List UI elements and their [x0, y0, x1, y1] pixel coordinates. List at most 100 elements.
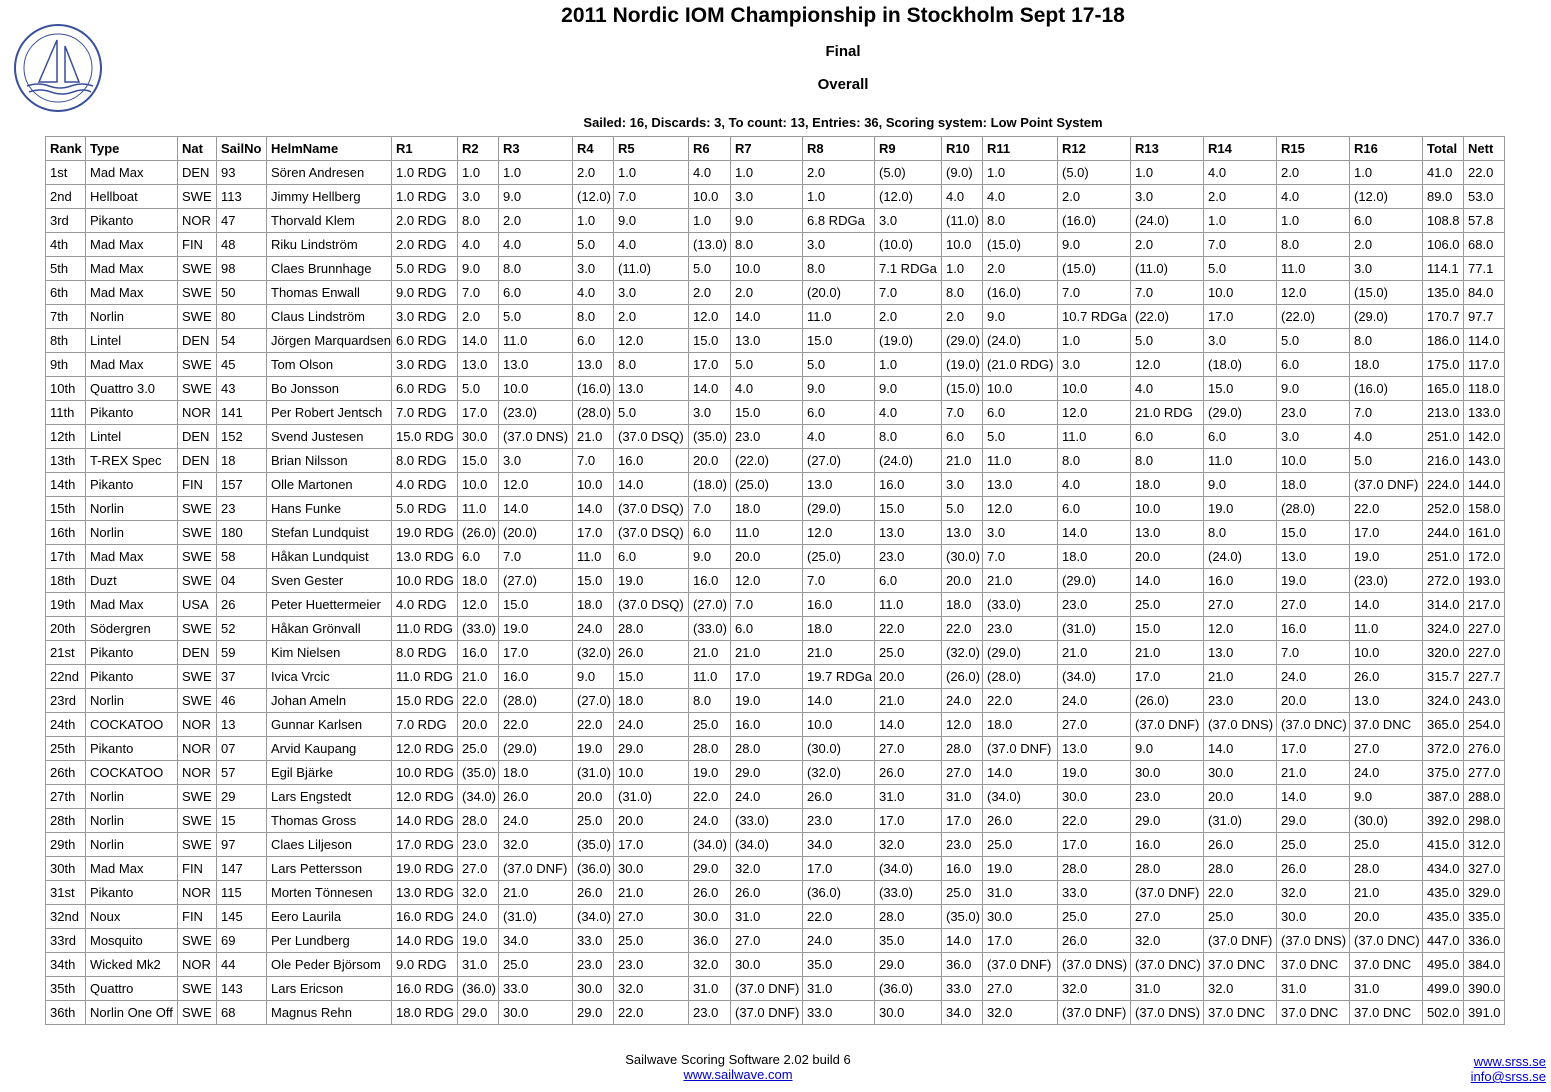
cell: 33.0 [1057, 880, 1131, 905]
cell: 4th [45, 232, 86, 257]
cell: (34.0) [572, 904, 614, 929]
cell: SWE [177, 976, 217, 1001]
cell: Quattro 3.0 [85, 376, 178, 401]
cell: 314.0 [1422, 592, 1464, 617]
cell: 14.0 [802, 688, 875, 713]
club-logo [14, 24, 102, 112]
cell: (37.0 DSQ) [613, 592, 689, 617]
cell: 30th [45, 856, 86, 881]
result-row: 5th Mad Max SWE 98 Claes Brunnhage 5.0 RDG 9.0… [45, 256, 1505, 281]
cell: 2.0 [613, 304, 689, 329]
cell: 2.0 [457, 304, 499, 329]
cell: 34.0 [498, 928, 573, 953]
cell: 22.0 [802, 904, 875, 929]
cell: Per Lundberg [266, 928, 392, 953]
cell: Mad Max [85, 232, 178, 257]
cell: 7.0 [1203, 232, 1277, 257]
cell: Thomas Enwall [266, 280, 392, 305]
cell: 20.0 [572, 784, 614, 809]
cell: (25.0) [730, 472, 803, 497]
cell: 2.0 [1057, 184, 1131, 209]
cell: (37.0 DNF) [1130, 880, 1204, 905]
cell: 1.0 [874, 352, 942, 377]
cell: 10.0 RDG [391, 760, 458, 785]
cell: 27th [45, 784, 86, 809]
result-row: 21st Pikanto DEN 59 Kim Nielsen 8.0 RDG 16.0 17… [45, 640, 1505, 665]
cell: (22.0) [730, 448, 803, 473]
cell: (31.0) [498, 904, 573, 929]
cell: 7.0 [730, 592, 803, 617]
cell: 30.0 [688, 904, 731, 929]
cell: 33.0 [941, 976, 983, 1001]
cell: 11.0 [1203, 448, 1277, 473]
cell: (31.0) [613, 784, 689, 809]
cell: DEN [177, 640, 217, 665]
cell: (37.0 DNF) [1057, 1000, 1131, 1025]
cell: 172.0 [1463, 544, 1505, 569]
email-link[interactable]: info@srss.se [1470, 1069, 1546, 1084]
cell: COCKATOO [85, 712, 178, 737]
cell: (24.0) [982, 328, 1058, 353]
cell: Sören Andresen [266, 160, 392, 185]
cell: SWE [177, 928, 217, 953]
cell: (12.0) [874, 184, 942, 209]
cell: 298.0 [1463, 808, 1505, 833]
cell: SWE [177, 280, 217, 305]
cell: 7.0 [457, 280, 499, 305]
cell: Pikanto [85, 880, 178, 905]
cell: 21.0 [613, 880, 689, 905]
cell: (26.0) [457, 520, 499, 545]
cell: 10.0 [498, 376, 573, 401]
cell: 28.0 [941, 736, 983, 761]
cell: 15.0 [457, 448, 499, 473]
cell: 1.0 [613, 160, 689, 185]
cell: 12.0 [498, 472, 573, 497]
cell: (32.0) [802, 760, 875, 785]
cell: 10.0 [1130, 496, 1204, 521]
cell: 9.0 [498, 184, 573, 209]
cell: 7.0 [802, 568, 875, 593]
cell: Lars Ericson [266, 976, 392, 1001]
cell: 3.0 [498, 448, 573, 473]
cell: 5.0 [572, 232, 614, 257]
cell: (15.0) [1349, 280, 1423, 305]
cell: Quattro [85, 976, 178, 1001]
cell: 32.0 [1203, 976, 1277, 1001]
cell: 387.0 [1422, 784, 1464, 809]
cell: 20.0 [457, 712, 499, 737]
cell: (36.0) [802, 880, 875, 905]
cell: 224.0 [1422, 472, 1464, 497]
cell: 193.0 [1463, 568, 1505, 593]
cell: 14.0 [572, 496, 614, 521]
cell: 113 [216, 184, 267, 209]
cell: 29.0 [613, 736, 689, 761]
cell: 3.0 [1130, 184, 1204, 209]
cell: (37.0 DNF) [730, 976, 803, 1001]
cell: (37.0 DNF) [982, 736, 1058, 761]
cell: (30.0) [802, 736, 875, 761]
cell: (23.0) [1349, 568, 1423, 593]
cell: 8.0 [1203, 520, 1277, 545]
result-row: 12th Lintel DEN 152 Svend Justesen 15.0 RDG 30… [45, 424, 1505, 449]
cell: 25.0 [1057, 904, 1131, 929]
cell: (37.0 DSQ) [613, 496, 689, 521]
cell: (32.0) [941, 640, 983, 665]
cell: 10.0 [613, 760, 689, 785]
cell: 17.0 [982, 928, 1058, 953]
cell: (9.0) [941, 160, 983, 185]
cell: 25.0 [1203, 904, 1277, 929]
cell: 227.0 [1463, 640, 1505, 665]
cell: 495.0 [1422, 952, 1464, 977]
site-link[interactable]: www.srss.se [1473, 1054, 1546, 1069]
cell: 143.0 [1463, 448, 1505, 473]
cell: 5.0 RDG [391, 256, 458, 281]
cell: 17.0 [1203, 304, 1277, 329]
cell: Mosquito [85, 928, 178, 953]
cell: 25.0 [982, 832, 1058, 857]
sailwave-link[interactable]: www.sailwave.com [683, 1067, 793, 1082]
cell: 33.0 [498, 976, 573, 1001]
cell: Riku Lindström [266, 232, 392, 257]
column-header: R3 [498, 136, 573, 161]
cell: 108.8 [1422, 208, 1464, 233]
cell: Magnus Rehn [266, 1000, 392, 1025]
